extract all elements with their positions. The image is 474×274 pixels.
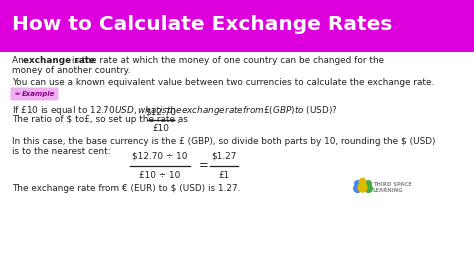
Text: THIRD SPACE: THIRD SPACE <box>373 182 412 187</box>
FancyBboxPatch shape <box>0 45 474 274</box>
Text: $1.27: $1.27 <box>211 152 237 161</box>
FancyBboxPatch shape <box>10 87 58 101</box>
Text: is the rate at which the money of one country can be changed for the: is the rate at which the money of one co… <box>69 56 383 65</box>
Text: If £10 is equal to $12.70 USD, what is the exchange rate from £ (GBP) to $ (USD): If £10 is equal to $12.70 USD, what is t… <box>12 104 338 117</box>
Text: You can use a known equivalent value between two currencies to calculate the exc: You can use a known equivalent value bet… <box>12 78 434 87</box>
Text: £10 ÷ 10: £10 ÷ 10 <box>139 171 181 180</box>
Text: is to the nearest cent:: is to the nearest cent: <box>12 147 110 156</box>
Text: In this case, the base currency is the £ (GBP), so divide both parts by 10, roun: In this case, the base currency is the £… <box>12 137 436 146</box>
Text: The exchange rate from € (EUR) to $ (USD) is 1.27.: The exchange rate from € (EUR) to $ (USD… <box>12 184 240 193</box>
Text: $12.70: $12.70 <box>146 107 176 116</box>
Text: The ratio of $ to£, so set up the rate as: The ratio of $ to£, so set up the rate a… <box>12 115 188 124</box>
Text: £1: £1 <box>219 171 229 180</box>
Text: =: = <box>199 159 209 173</box>
FancyBboxPatch shape <box>0 0 474 52</box>
Text: ✏: ✏ <box>15 91 21 97</box>
Text: Example: Example <box>22 91 55 97</box>
Text: money of another country.: money of another country. <box>12 66 130 75</box>
Text: How to Calculate Exchange Rates: How to Calculate Exchange Rates <box>12 15 392 33</box>
Text: £10: £10 <box>152 124 169 133</box>
Text: exchange rate: exchange rate <box>23 56 95 65</box>
Text: An: An <box>12 56 27 65</box>
Text: .: . <box>177 115 180 125</box>
Text: LEARNING: LEARNING <box>373 188 404 193</box>
Text: $12.70 ÷ 10: $12.70 ÷ 10 <box>132 152 188 161</box>
